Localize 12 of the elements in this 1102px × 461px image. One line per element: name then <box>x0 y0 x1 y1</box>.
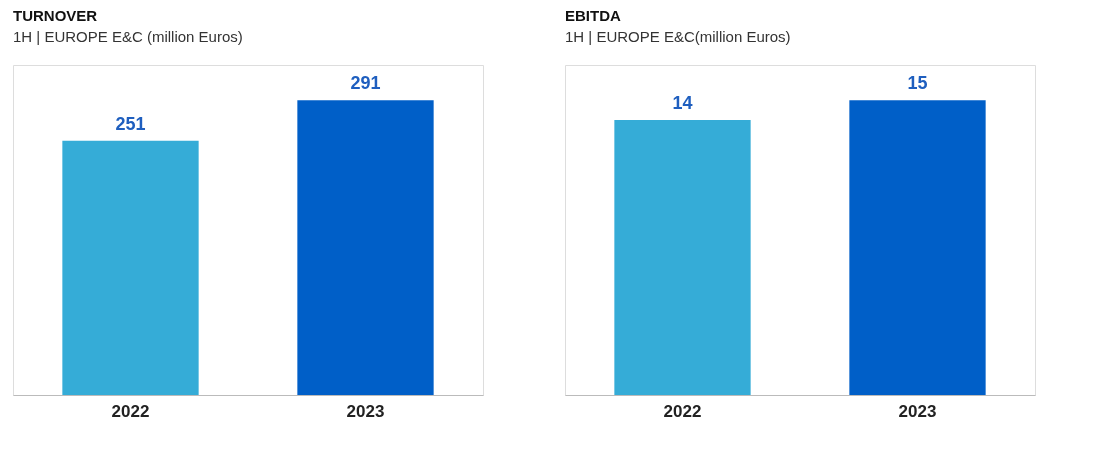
x-tick-label: 2023 <box>346 401 385 421</box>
x-tick-label: 2023 <box>898 401 937 421</box>
x-tick-label: 2022 <box>111 401 150 421</box>
x-tick-label: 2022 <box>663 401 702 421</box>
chart-title: EBITDA <box>565 7 621 24</box>
chart-subtitle: 1H | EUROPE E&C (million Euros) <box>13 28 243 45</box>
data-label: 251 <box>115 113 146 134</box>
data-label: 291 <box>350 73 381 94</box>
data-label: 14 <box>672 93 693 113</box>
chart-title: TURNOVER <box>13 7 98 24</box>
chart-subtitle: 1H | EUROPE E&C(million Euros) <box>565 28 791 45</box>
data-label: 15 <box>907 73 928 94</box>
